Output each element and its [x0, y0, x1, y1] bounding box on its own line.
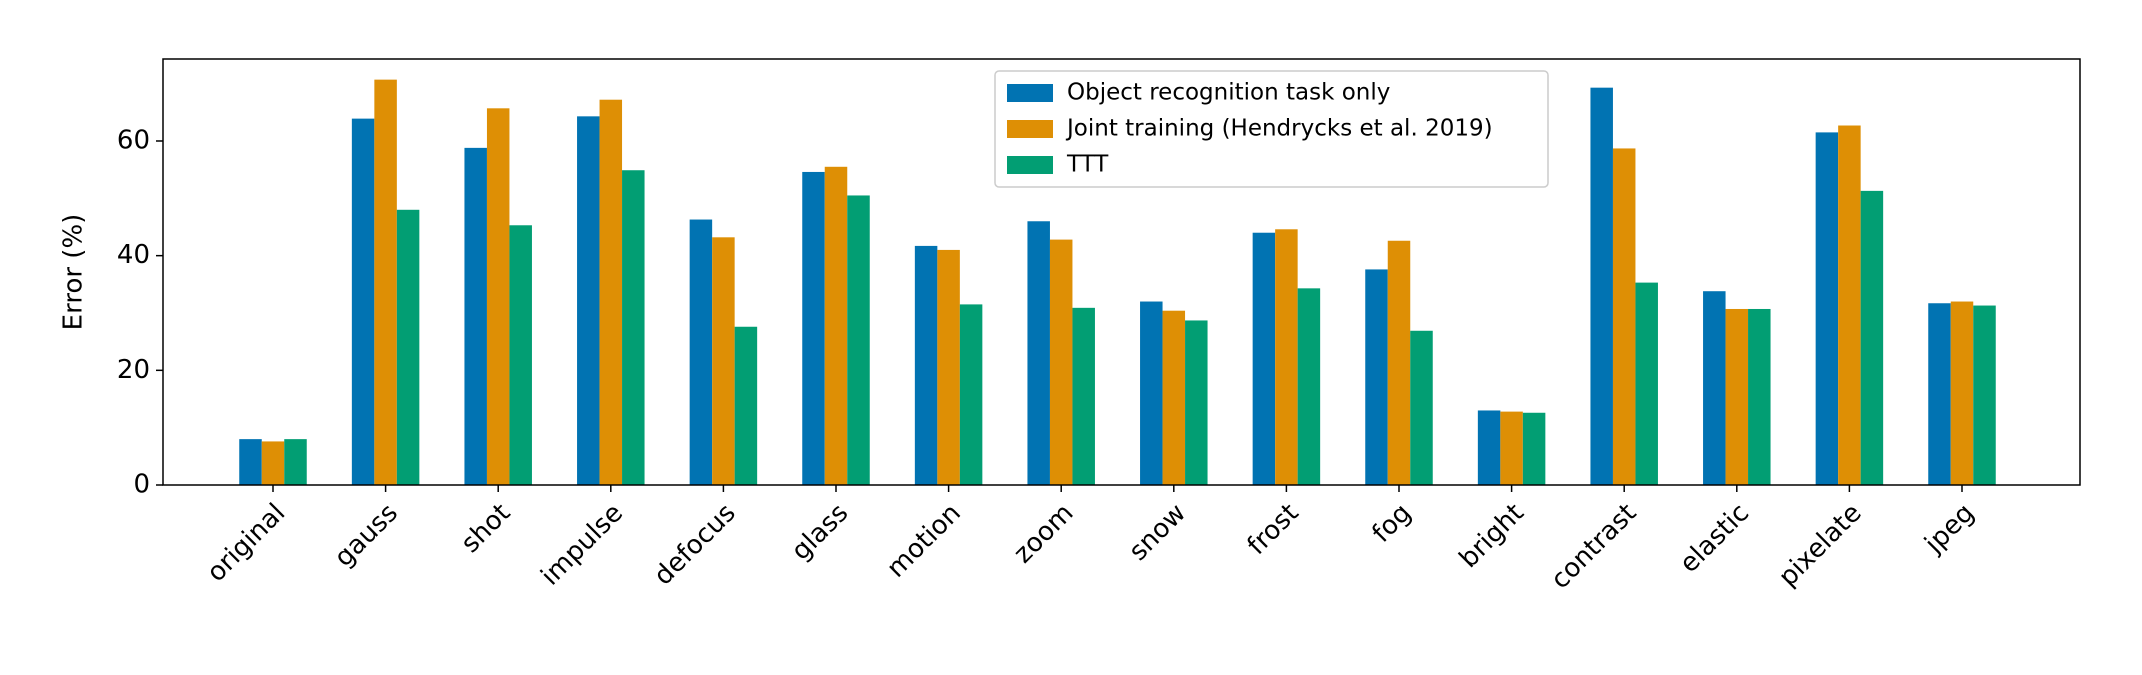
x-tick-label: contrast	[1545, 498, 1642, 595]
bar	[1252, 232, 1276, 485]
bar	[1860, 190, 1884, 485]
bar	[734, 326, 758, 485]
y-tick-label: 20	[117, 355, 150, 385]
bar	[622, 170, 645, 485]
bar	[1725, 308, 1749, 485]
bar	[1590, 87, 1613, 485]
x-tick-label: original	[201, 498, 291, 588]
bar	[1365, 269, 1388, 485]
bar	[1635, 282, 1658, 485]
bar	[1973, 305, 1996, 485]
x-tick-label: elastic	[1674, 498, 1755, 579]
bar	[1049, 239, 1073, 485]
bar	[1477, 410, 1501, 485]
bar	[959, 304, 983, 485]
plot-frame	[162, 58, 2081, 486]
bar	[802, 171, 825, 485]
bar	[464, 147, 487, 485]
bar	[1162, 310, 1186, 485]
bar	[1928, 303, 1951, 485]
bar	[914, 245, 938, 485]
bar	[1297, 288, 1321, 485]
bar	[1522, 412, 1546, 485]
bar	[1140, 301, 1163, 485]
x-tick-label: shot	[456, 498, 517, 559]
legend-label: Object recognition task only	[1067, 80, 1390, 106]
bar	[1275, 229, 1298, 485]
legend-swatch	[1007, 156, 1053, 174]
bar	[577, 116, 600, 485]
x-tick-label: glass	[786, 498, 854, 566]
bar	[509, 225, 532, 486]
x-tick-label: bright	[1454, 498, 1530, 574]
x-tick-label: impulse	[535, 498, 629, 592]
bar	[1612, 148, 1636, 485]
legend-label: Joint training (Hendrycks et al. 2019)	[1065, 116, 1493, 142]
bar	[1815, 132, 1839, 485]
bar	[1072, 307, 1095, 485]
bar	[261, 441, 285, 485]
bar	[1027, 221, 1050, 485]
bar	[1410, 330, 1433, 485]
x-tick-label: jpeg	[1919, 498, 1981, 560]
x-tick-label: defocus	[648, 498, 741, 591]
bar	[1185, 320, 1208, 485]
bar	[239, 439, 262, 485]
x-tick-label: frost	[1242, 498, 1305, 561]
y-axis-label: Error (%)	[59, 214, 89, 331]
x-tick-label: motion	[881, 498, 967, 584]
bar	[374, 79, 397, 485]
bar	[689, 219, 713, 485]
x-tick-label: pixelate	[1773, 498, 1868, 593]
bar	[824, 166, 848, 485]
bar	[351, 118, 375, 485]
bar	[486, 108, 510, 485]
legend-label: TTT	[1066, 152, 1109, 178]
bar	[284, 439, 307, 485]
bar	[1748, 308, 1771, 485]
bar	[1703, 291, 1726, 485]
legend-swatch	[1007, 120, 1053, 138]
bar	[396, 209, 420, 485]
bar	[1387, 240, 1411, 485]
y-tick-label: 0	[133, 470, 150, 500]
x-tick-label: snow	[1123, 498, 1192, 567]
x-tick-label: gauss	[329, 498, 404, 573]
x-tick-label: zoom	[1008, 498, 1079, 569]
bar	[937, 249, 960, 485]
legend-swatch	[1007, 84, 1053, 102]
bar	[847, 195, 870, 485]
bar	[1500, 411, 1523, 485]
bar	[599, 99, 623, 485]
y-tick-label: 60	[117, 125, 150, 155]
x-tick-label: fog	[1367, 498, 1418, 549]
bar	[712, 237, 735, 485]
bar	[1950, 301, 1974, 485]
bar	[1838, 125, 1861, 485]
legend-box	[994, 70, 1549, 188]
y-tick-label: 40	[117, 240, 150, 270]
